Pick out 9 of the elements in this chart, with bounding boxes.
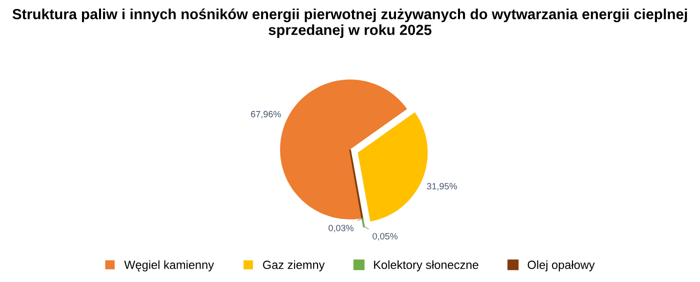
data-label: 0,03%	[328, 224, 354, 232]
data-label: 67,96%	[251, 110, 281, 118]
data-label: 31,95%	[426, 183, 457, 190]
legend-label: Gaz ziemny	[263, 260, 325, 272]
data-label: 0,05%	[372, 233, 398, 241]
legend-label: Węgiel kamienny	[124, 260, 214, 272]
chart-title: Struktura paliw i innych nośników energii pierwotnej zużywanych do wytwarzania energii cieplnej sprzedanej w roku 2025	[12, 8, 687, 38]
legend-label: Olej opałowy	[528, 260, 595, 272]
legend-label: Kolektory słoneczne	[374, 260, 478, 272]
